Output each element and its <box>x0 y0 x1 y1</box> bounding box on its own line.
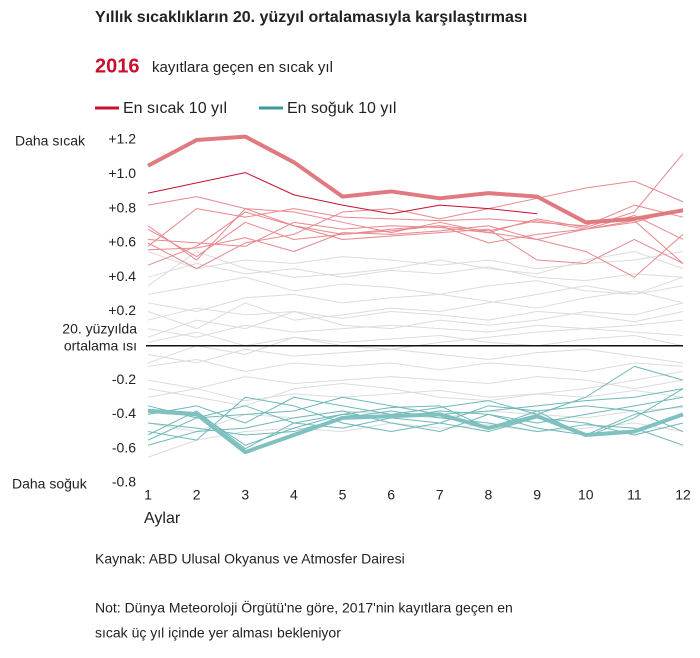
x-axis-label: Aylar <box>144 510 181 527</box>
series-line <box>147 307 684 323</box>
baseline-label: ortalama ısı <box>64 338 137 354</box>
series-line <box>147 276 684 330</box>
y-tick-label: -0.6 <box>112 439 136 455</box>
series-line <box>147 250 684 287</box>
x-tick-label: 1 <box>144 487 152 503</box>
legend-label: En sıcak 10 yıl <box>123 100 227 117</box>
series-line <box>147 250 684 270</box>
x-tick-label: 4 <box>290 487 298 503</box>
x-tick-label: 11 <box>627 487 642 503</box>
y-tick-label: +0.6 <box>108 234 136 250</box>
x-tick-label: 6 <box>387 487 395 503</box>
x-tick-label: 5 <box>339 487 347 503</box>
series-line <box>147 331 684 347</box>
baseline-label: 20. yüzyılda <box>62 321 137 337</box>
annotation: Daha sıcak <box>15 133 86 149</box>
series-line <box>147 408 684 455</box>
series-line <box>147 276 684 295</box>
x-tick-label: 3 <box>241 487 249 503</box>
legend-label: En soğuk 10 yıl <box>287 100 396 117</box>
series-line <box>147 388 684 419</box>
y-tick-label: +0.8 <box>108 199 136 215</box>
series-line <box>147 134 684 225</box>
series-line <box>147 290 684 312</box>
y-tick-label: +1.0 <box>108 165 136 181</box>
series-line <box>147 376 684 390</box>
series-line <box>147 153 684 261</box>
y-tick-label: +1.2 <box>108 131 136 147</box>
series-line <box>147 214 684 258</box>
series-line <box>147 371 684 407</box>
series-line <box>147 220 684 264</box>
y-tick-label: -0.4 <box>112 405 136 421</box>
series-line <box>147 359 684 373</box>
y-tick-label: +0.4 <box>108 268 136 284</box>
y-tick-label: +0.2 <box>108 302 136 318</box>
chart-title: Yıllık sıcaklıkların 20. yüzyıl ortalama… <box>95 9 527 26</box>
series-line <box>147 225 684 278</box>
x-tick-label: 8 <box>485 487 493 503</box>
series-line <box>147 211 684 266</box>
x-tick-label: 9 <box>533 487 541 503</box>
subtitle: kayıtlara geçen en sıcak yıl <box>152 59 333 76</box>
series-line <box>147 405 684 446</box>
series-line <box>147 365 684 424</box>
note: sıcak üç yıl içinde yer alması bekleniyo… <box>95 625 341 641</box>
note: Not: Dünya Meteoroloji Örgütü'ne göre, 2… <box>95 599 513 616</box>
annotation: Daha soğuk <box>12 476 88 492</box>
series-line <box>147 410 684 450</box>
series-line <box>147 180 684 270</box>
series-line <box>147 348 684 364</box>
y-tick-label: -0.8 <box>112 474 136 490</box>
x-tick-label: 2 <box>193 487 201 503</box>
series-line <box>147 302 684 338</box>
series-line <box>147 172 538 215</box>
y-tick-label: -0.2 <box>112 371 136 387</box>
x-tick-label: 7 <box>436 487 444 503</box>
source: Kaynak: ABD Ulusal Okyanus ve Atmosfer D… <box>95 551 405 567</box>
x-tick-label: 12 <box>675 487 691 503</box>
series-line <box>147 262 684 282</box>
series-line <box>147 388 684 402</box>
x-tick-label: 10 <box>578 487 594 503</box>
highlight: 2016 <box>95 55 140 77</box>
series-line <box>147 422 684 458</box>
